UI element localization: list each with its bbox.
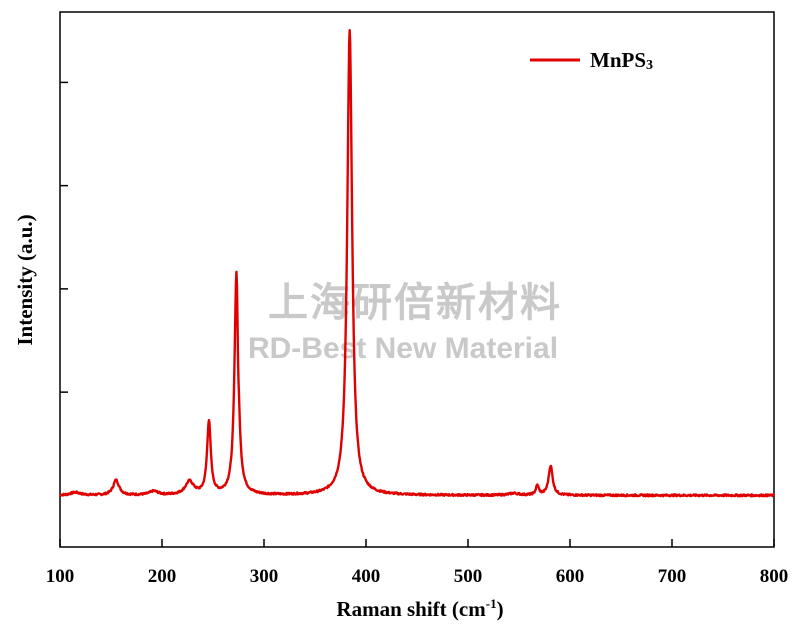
x-tick-label: 700 [658, 566, 687, 587]
legend: MnPS3 [530, 48, 653, 73]
y-ticks [60, 81, 68, 497]
y-axis-title: Intensity (a.u.) [13, 214, 37, 345]
x-axis-title: Raman shift (cm-1) [336, 596, 503, 621]
x-tick-label: 200 [148, 566, 177, 587]
x-tick-label: 600 [556, 566, 585, 587]
watermark-english: RD-Best New Material [248, 332, 558, 365]
x-ticks: 100 200 300 400 500 600 700 800 [46, 539, 789, 587]
x-tick-label: 100 [46, 566, 75, 587]
watermark: 上海研倍新材料 RD-Best New Material [248, 280, 562, 365]
x-tick-label: 400 [352, 566, 381, 587]
watermark-chinese: 上海研倍新材料 [268, 280, 562, 326]
x-tick-label: 500 [454, 566, 483, 587]
plot-frame [59, 11, 775, 548]
legend-label: MnPS3 [590, 48, 653, 73]
series-line-mnps3 [59, 29, 776, 498]
x-tick-label: 800 [760, 566, 789, 587]
x-tick-label: 300 [250, 566, 279, 587]
